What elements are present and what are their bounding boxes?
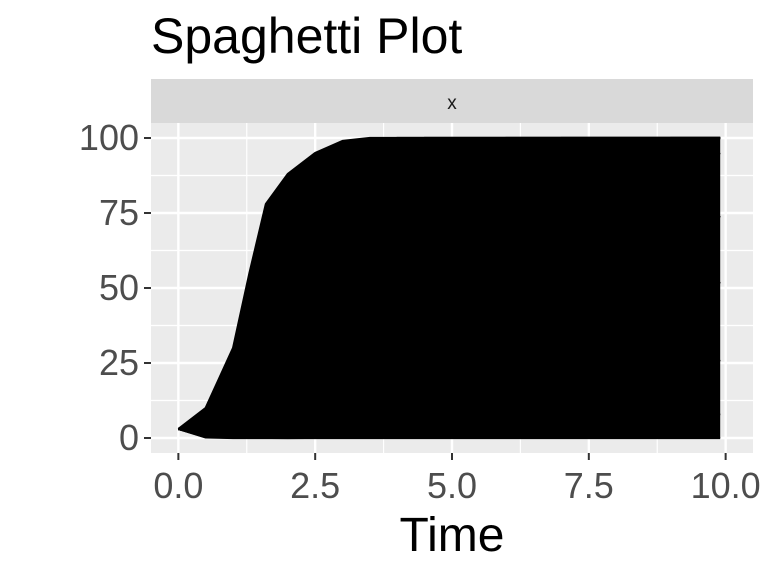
y-tick-label: 100 — [79, 117, 139, 158]
series-line — [178, 151, 721, 434]
axes: 0 25 50 75 100 0.0 2.5 5.0 7.5 10.0 — [79, 117, 761, 506]
x-tick-label: 7.5 — [564, 465, 614, 506]
facet-strip-label: x — [447, 93, 457, 114]
series-line — [178, 136, 721, 431]
series-line — [178, 427, 721, 440]
series-line — [178, 136, 721, 434]
chart-title: Spaghetti Plot — [151, 8, 462, 64]
y-tick-label: 0 — [119, 417, 139, 458]
x-tick-label: 2.5 — [290, 465, 340, 506]
x-tick-label: 0.0 — [153, 465, 203, 506]
series-lines — [177, 136, 721, 440]
series-line — [178, 215, 721, 437]
y-tick-label: 75 — [99, 192, 139, 233]
x-axis-title: Time — [400, 509, 505, 562]
series-envelope — [178, 138, 721, 438]
x-tick-label: 10.0 — [691, 465, 761, 506]
y-tick-label: 50 — [99, 267, 139, 308]
y-tick-label: 25 — [99, 342, 139, 383]
facet-strip — [151, 79, 753, 123]
x-tick-label: 5.0 — [427, 465, 477, 506]
